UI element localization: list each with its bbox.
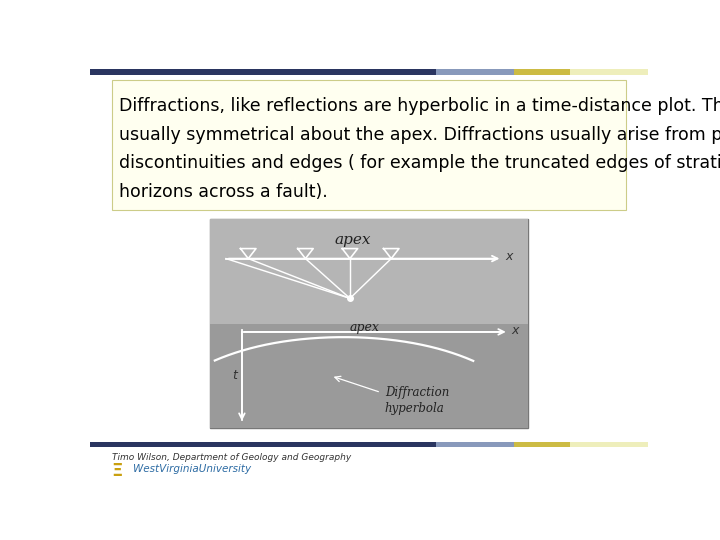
Text: Timo Wilson, Department of Geology and Geography: Timo Wilson, Department of Geology and G…	[112, 453, 351, 462]
Text: x: x	[505, 250, 513, 263]
Bar	[210, 219, 528, 428]
Text: Ξ: Ξ	[112, 462, 123, 480]
Bar	[570, 70, 648, 75]
Bar	[570, 442, 648, 448]
Text: x: x	[512, 324, 519, 337]
Bar	[90, 442, 436, 448]
Text: Diffractions, like reflections are hyperbolic in a time-distance plot. They are: Diffractions, like reflections are hyper…	[120, 97, 720, 115]
Bar	[112, 80, 626, 210]
Bar	[514, 442, 570, 448]
Bar	[436, 70, 514, 75]
Text: discontinuities and edges ( for example the truncated edges of stratigraphic: discontinuities and edges ( for example …	[120, 154, 720, 172]
Text: usually symmetrical about the apex. Diffractions usually arise from point-like: usually symmetrical about the apex. Diff…	[120, 126, 720, 144]
Text: apex: apex	[335, 233, 372, 247]
Text: t: t	[233, 369, 238, 382]
Text: Diffraction
hyperbola: Diffraction hyperbola	[385, 386, 449, 415]
Bar	[210, 219, 528, 323]
Bar	[514, 70, 570, 75]
Text: apex: apex	[350, 321, 379, 334]
Bar	[90, 70, 436, 75]
Bar	[210, 323, 528, 428]
Bar	[436, 442, 514, 448]
Text: horizons across a fault).: horizons across a fault).	[120, 183, 328, 201]
Text: WestVirginiaUniversity: WestVirginiaUniversity	[132, 464, 251, 474]
